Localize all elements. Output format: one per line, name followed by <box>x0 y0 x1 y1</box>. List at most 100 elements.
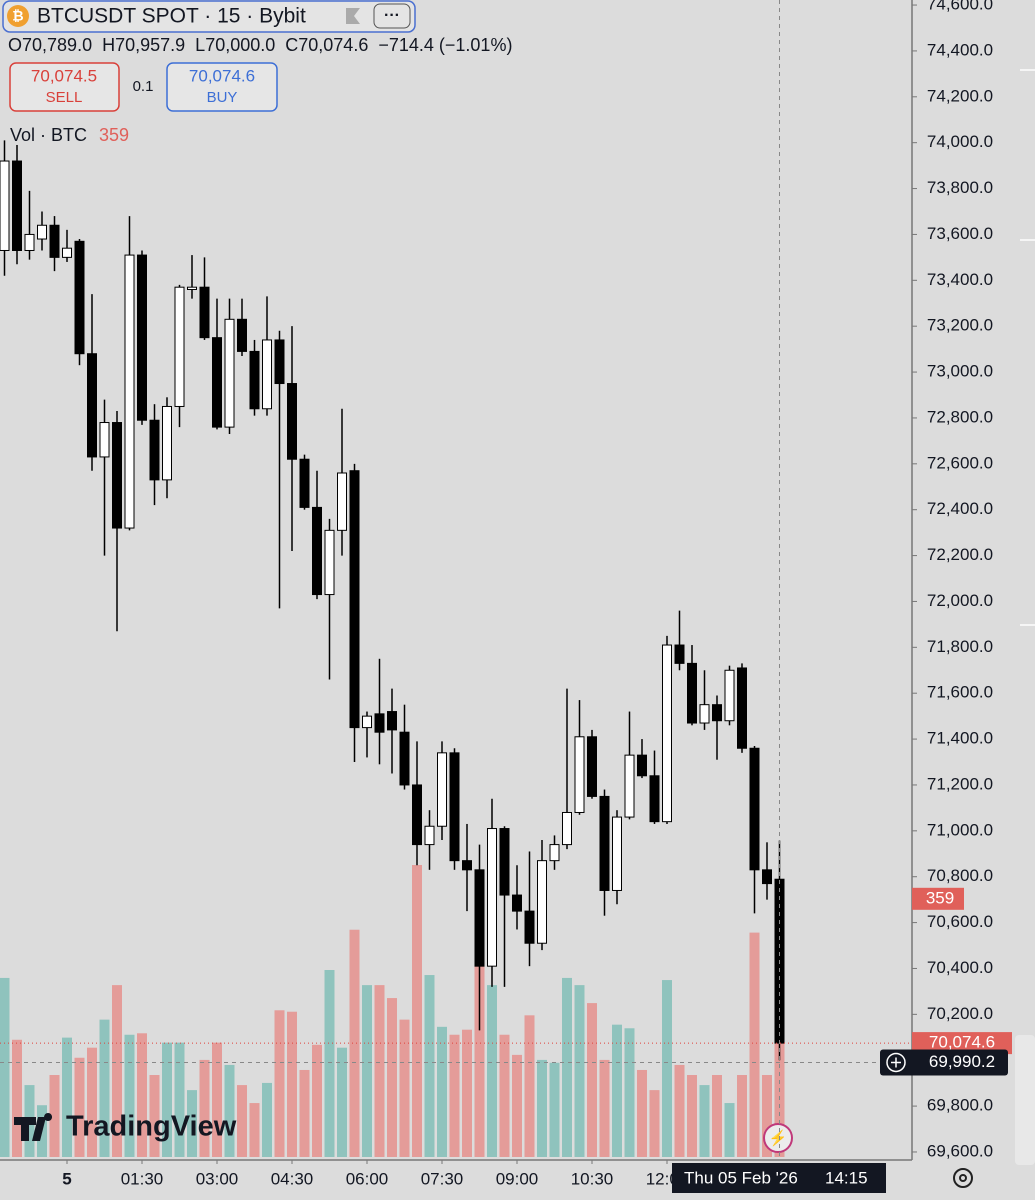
x-tick-label: 10:30 <box>571 1169 614 1188</box>
buy-price: 70,074.6 <box>189 66 255 85</box>
volume-bar <box>487 985 497 1157</box>
y-tick-label: 71,400.0 <box>927 729 993 748</box>
candle-body <box>387 711 397 731</box>
crosshair-date-box <box>672 1163 886 1193</box>
volume-bar <box>137 1033 147 1157</box>
alert-icon[interactable] <box>763 1123 793 1153</box>
volume-bar <box>0 977 10 1157</box>
plot-area <box>0 140 785 1157</box>
volume-bar <box>62 1037 72 1157</box>
candle-body <box>262 339 272 410</box>
y-tick-label: 72,400.0 <box>927 499 993 518</box>
x-tick-label: 03:00 <box>196 1169 239 1188</box>
y-tick-label: 73,000.0 <box>927 362 993 381</box>
ohlc-value: 70,074.6 <box>298 35 368 55</box>
y-tick-label: 73,200.0 <box>927 316 993 335</box>
candle-body <box>412 784 422 846</box>
candle-body <box>374 713 385 733</box>
candle-body <box>487 828 497 967</box>
candle-body <box>362 715 372 729</box>
candle-body <box>649 775 660 823</box>
more-button[interactable] <box>373 3 411 29</box>
volume-bar <box>474 964 485 1157</box>
volume-name: Vol · BTC <box>10 125 87 145</box>
volume-bar <box>724 1103 735 1157</box>
volume-bar <box>212 1042 222 1157</box>
ohlc-value: 70,789.0 <box>22 35 92 55</box>
volume-bar <box>462 1029 472 1157</box>
candle-body <box>137 254 147 421</box>
volume-bar <box>599 1059 610 1157</box>
volume-bar <box>537 1059 547 1157</box>
candle-body <box>249 350 260 410</box>
volume-box <box>912 887 964 910</box>
volume-bar <box>637 1069 647 1157</box>
candle-body <box>99 422 110 458</box>
y-tick-label: 71,200.0 <box>927 774 993 793</box>
candle-body <box>112 422 122 529</box>
candle-body <box>24 233 35 251</box>
volume-bar <box>512 1054 522 1157</box>
candle-body <box>337 472 347 531</box>
volume-bar <box>387 998 397 1157</box>
candle-body <box>62 247 72 258</box>
y-tick-label: 70,400.0 <box>927 958 993 977</box>
volume-bar <box>337 1047 347 1157</box>
candle-body <box>224 318 235 428</box>
y-tick-label: 74,000.0 <box>927 132 993 151</box>
ohlc-value: 70,000.0 <box>205 35 275 55</box>
candle-body <box>124 254 135 529</box>
volume-bar <box>687 1075 697 1157</box>
volume-bar <box>299 1069 310 1157</box>
ohlc-key: C <box>285 35 298 55</box>
volume-bar <box>437 1026 447 1157</box>
y-tick-label: 71,600.0 <box>927 683 993 702</box>
candle-body <box>662 644 672 823</box>
candle-body <box>749 747 760 871</box>
candle-body <box>637 754 647 777</box>
flag-icon[interactable] <box>346 8 360 24</box>
x-tick-label: 06:00 <box>346 1169 389 1188</box>
volume-bar <box>587 1003 597 1157</box>
settings-icon[interactable] <box>953 1168 973 1188</box>
y-tick-label: 72,600.0 <box>927 453 993 472</box>
y-tick-label: 71,800.0 <box>927 637 993 656</box>
y-tick-label: 71,000.0 <box>927 820 993 839</box>
volume-bar <box>287 1011 297 1157</box>
candle-body <box>424 825 435 846</box>
candle-body <box>187 286 197 290</box>
sell-label: SELL <box>46 89 83 106</box>
volume-bar <box>112 985 122 1157</box>
candle-body <box>287 383 297 460</box>
logo-icon <box>14 1113 53 1141</box>
candle-body <box>349 470 360 729</box>
volume-bar <box>524 1015 535 1157</box>
buy-button[interactable] <box>166 62 278 112</box>
volume-bar <box>149 1075 160 1157</box>
candle-body <box>37 224 47 240</box>
candle-body <box>624 754 635 818</box>
candle-body <box>237 318 247 352</box>
coin-icon <box>7 5 29 27</box>
volume-bar <box>612 1024 622 1157</box>
candle-body <box>599 795 610 891</box>
candle-body <box>762 869 772 885</box>
y-tick-label: 72,200.0 <box>927 545 993 564</box>
candle-body <box>499 828 510 896</box>
y-tick-label: 73,400.0 <box>927 270 993 289</box>
candle-body <box>474 869 485 967</box>
ohlc-value: 70,957.9 <box>115 35 185 55</box>
symbol-box[interactable] <box>2 0 416 33</box>
candle-body <box>199 286 210 339</box>
candle-body <box>699 704 710 724</box>
candle-body <box>687 662 697 724</box>
volume-bar <box>399 1019 410 1157</box>
candle-body <box>299 458 310 508</box>
volume-bar <box>562 977 572 1157</box>
volume-bar <box>312 1044 322 1157</box>
candle-body <box>174 286 185 407</box>
ohlc-key: H <box>102 35 115 55</box>
volume-bar <box>224 1064 235 1157</box>
sell-button[interactable] <box>9 62 120 112</box>
